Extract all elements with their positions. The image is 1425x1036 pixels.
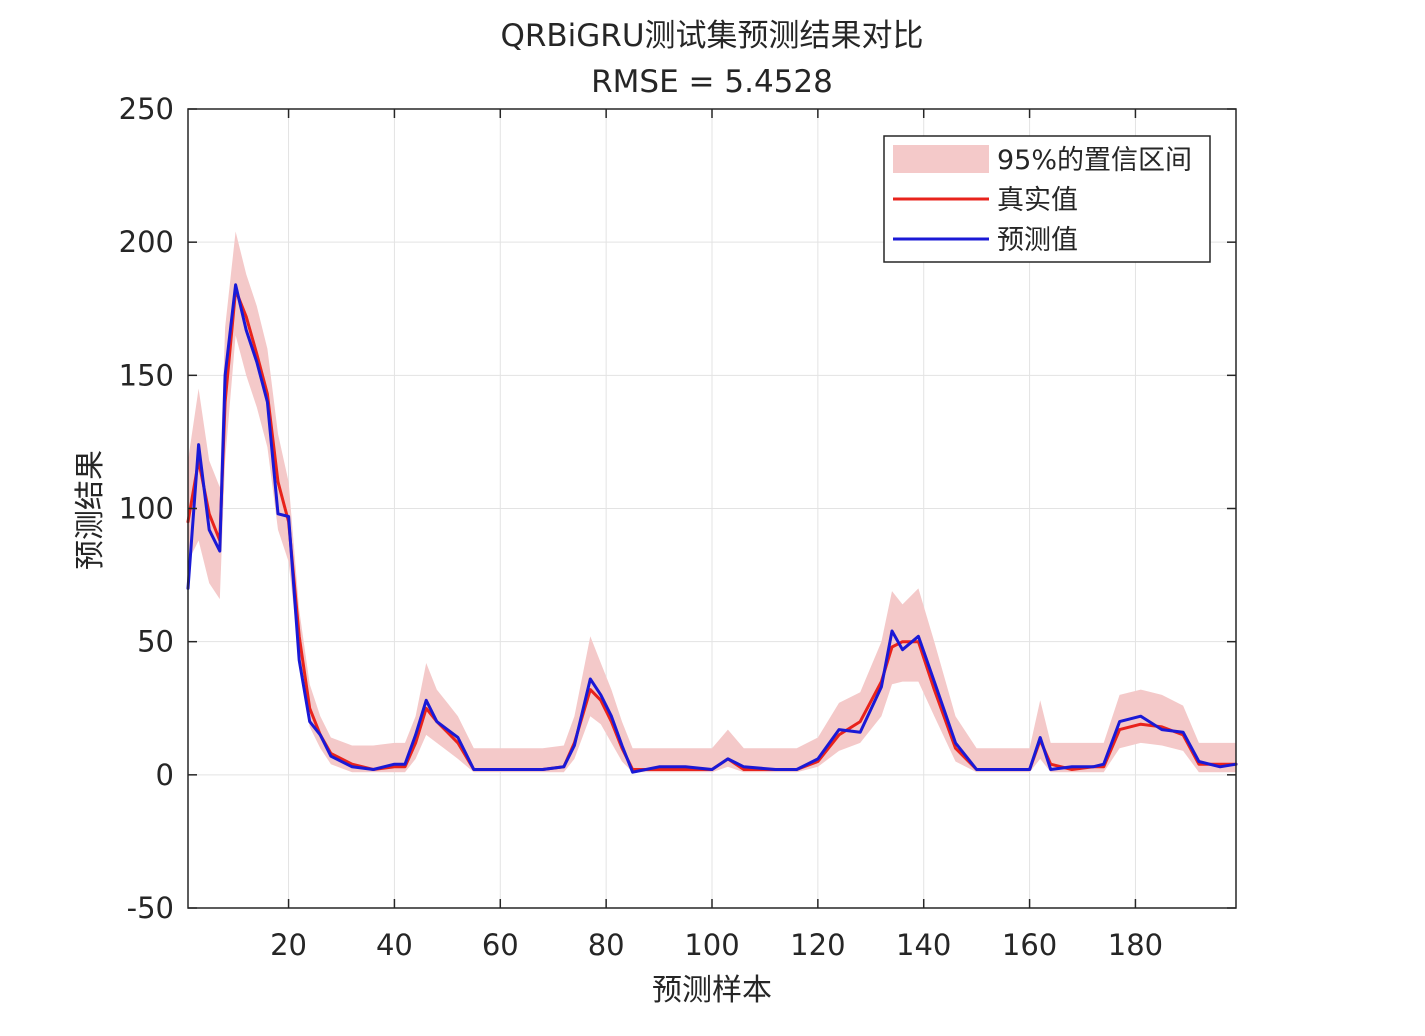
grid <box>188 109 1236 908</box>
ticks <box>188 108 1236 909</box>
x-tick-label: 160 <box>1002 928 1057 962</box>
series-line-predicted <box>186 283 1238 774</box>
x-tick-label: 120 <box>790 928 845 962</box>
legend: 95%的置信区间 真实值 预测值 <box>883 135 1211 263</box>
tick-labels: 20 40 60 80 100 120 140 160 180 -50 0 50 100 150 200 25… <box>119 92 1163 962</box>
y-axis-label: 预测结果 <box>73 450 108 570</box>
y-tick-label: 150 <box>119 358 174 392</box>
y-tick-label: 200 <box>119 225 174 259</box>
x-axis-label: 预测样本 <box>652 973 772 1008</box>
y-tick-label: 50 <box>137 625 174 659</box>
chart-title: QRBiGRU测试集预测结果对比 <box>500 18 923 54</box>
series-group <box>186 283 1238 774</box>
x-tick-label: 60 <box>482 928 519 962</box>
y-tick-label: -50 <box>127 891 174 925</box>
x-tick-label: 100 <box>684 928 739 962</box>
legend-label-predicted: 预测值 <box>997 225 1078 256</box>
legend-label-actual: 真实值 <box>997 185 1078 216</box>
x-tick-label: 140 <box>896 928 951 962</box>
y-tick-label: 100 <box>119 492 174 526</box>
y-tick-label: 0 <box>156 758 174 792</box>
legend-band-swatch <box>893 145 989 173</box>
chart-subtitle: RMSE = 5.4528 <box>591 64 833 100</box>
x-tick-label: 40 <box>376 928 413 962</box>
x-tick-label: 80 <box>588 928 625 962</box>
legend-label-band: 95%的置信区间 <box>997 145 1192 176</box>
y-tick-label: 250 <box>119 92 174 126</box>
x-tick-label: 20 <box>270 928 307 962</box>
x-tick-label: 180 <box>1108 928 1163 962</box>
